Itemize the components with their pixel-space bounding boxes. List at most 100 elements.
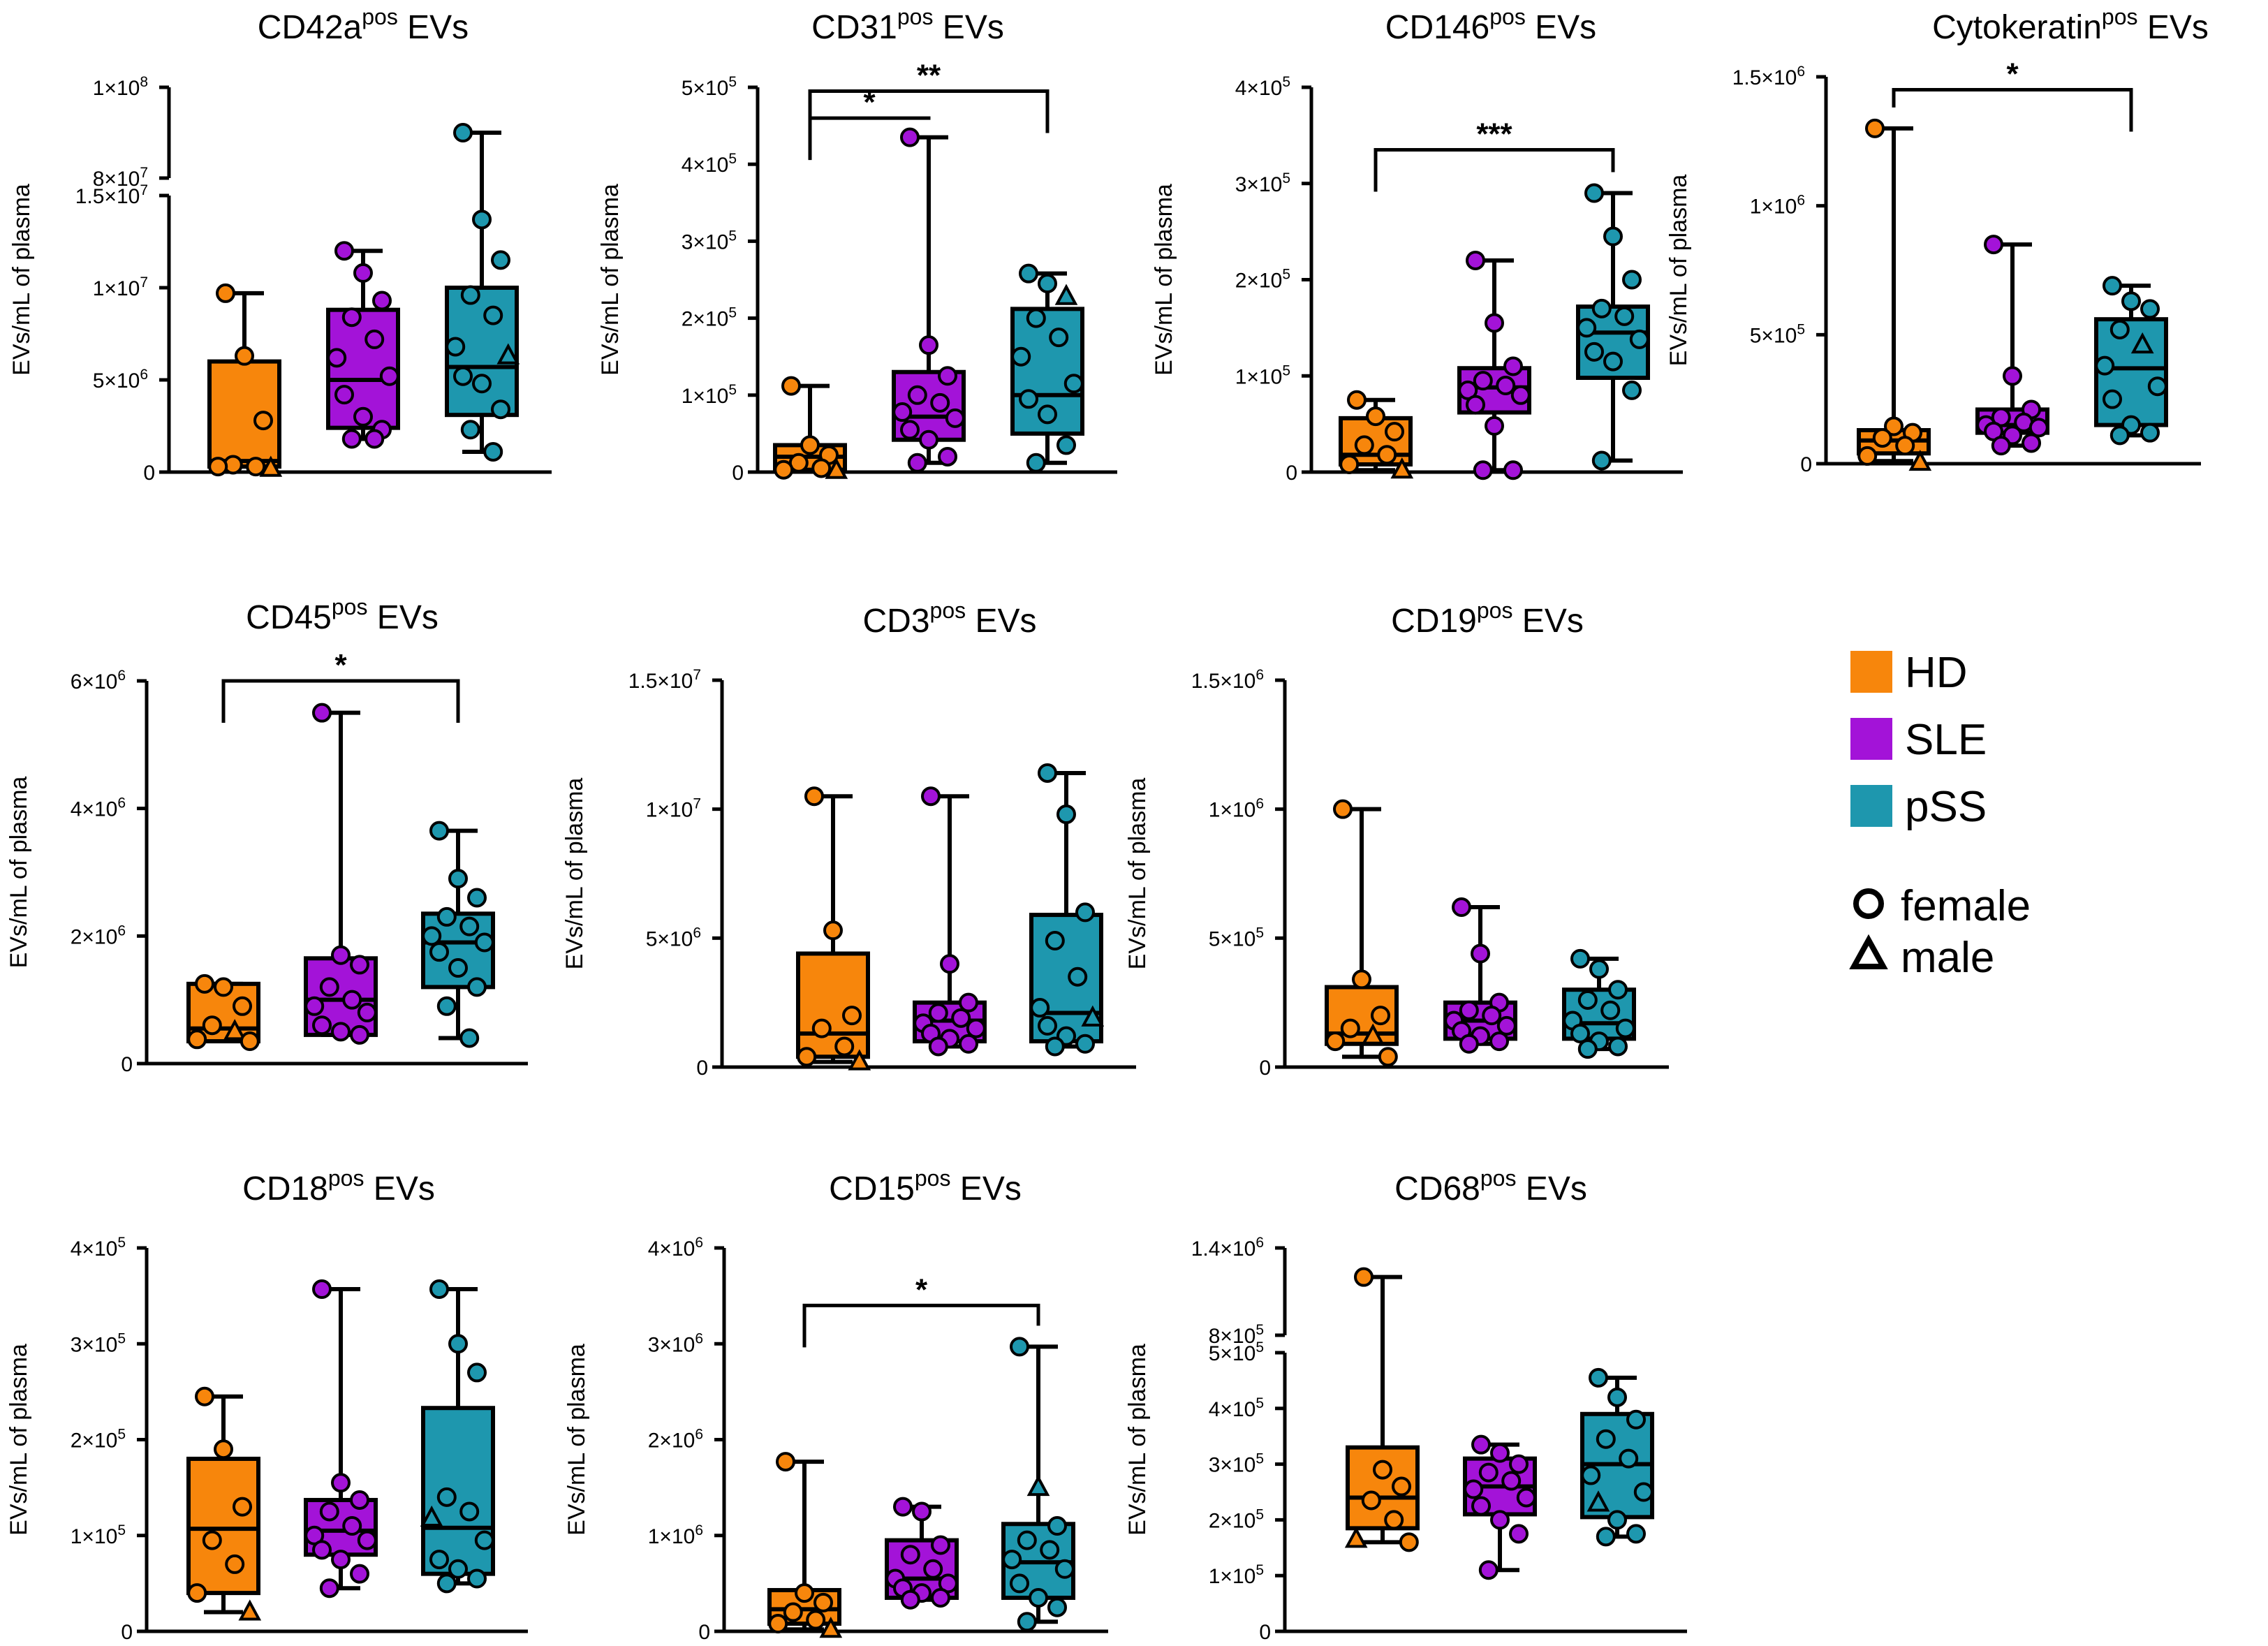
data-point-female (214, 977, 233, 997)
data-point-female (1570, 948, 1590, 969)
tick-base: 0 (1259, 1057, 1271, 1080)
y-tick-label: 2×105 (1209, 1506, 1264, 1532)
box-sle (304, 1279, 378, 1599)
data-point-female (1865, 118, 1885, 138)
data-point-female (1626, 1524, 1646, 1544)
data-point-female (2140, 422, 2160, 443)
data-point-female (491, 399, 510, 420)
data-point-female (1340, 1018, 1360, 1038)
data-point-female (1464, 1479, 1484, 1499)
data-point-female (1045, 931, 1065, 951)
data-point-female (1509, 1454, 1529, 1474)
data-point-female (1478, 1462, 1498, 1483)
title-main: CD68 (1394, 1170, 1480, 1207)
tick-base: 1×10 (71, 1525, 118, 1548)
data-point-female (842, 1006, 862, 1026)
tick-base: 8×10 (93, 168, 140, 191)
data-point-female (1466, 250, 1485, 270)
data-point-female (1485, 313, 1504, 333)
y-tick-label: 0 (732, 462, 744, 485)
data-point-female (372, 291, 392, 311)
data-point-female (422, 926, 442, 946)
data-point-female (923, 1559, 943, 1579)
tick-exp: 6 (117, 668, 126, 684)
data-point-male (1361, 1023, 1385, 1045)
tick-base: 1×10 (1209, 1565, 1256, 1588)
box-pss (1576, 183, 1650, 471)
panel-title: CD42apos EVs (258, 4, 469, 46)
data-point-female (1038, 1015, 1057, 1036)
box-sle (1975, 235, 2049, 456)
y-tick-label: 0 (121, 1053, 133, 1076)
box-pss (1029, 763, 1105, 1057)
panel-title: CD3pos EVs (863, 598, 1037, 640)
data-point-female (2022, 433, 2041, 453)
title-tail: EVs (367, 599, 438, 636)
data-point-female (2147, 376, 2167, 397)
data-point-female (776, 1452, 795, 1472)
data-point-female (1614, 306, 1635, 326)
data-point-female (312, 703, 332, 723)
data-point-female (1026, 308, 1046, 328)
data-point-female (467, 977, 487, 997)
panel-title: CD45pos EVs (246, 594, 439, 636)
y-tick-label: 4×105 (1235, 74, 1290, 100)
tick-exp: 5 (1282, 267, 1290, 283)
data-point-female (1361, 1490, 1381, 1511)
data-point-female (804, 786, 824, 807)
y-tick-label: 1×106 (1750, 193, 1805, 219)
data-point-male (848, 1049, 871, 1071)
data-point-female (1010, 1573, 1029, 1594)
data-point-female (195, 973, 214, 994)
title-tail: EVs (398, 9, 469, 46)
box-pss (421, 821, 495, 1048)
data-point-female (1607, 1510, 1627, 1530)
data-point-female (1466, 395, 1485, 415)
tick-exp: 5 (1256, 1451, 1264, 1467)
data-point-female (931, 1535, 950, 1555)
y-axis-label: EVs/mL of plasma (6, 777, 32, 969)
y-tick-label: 1×107 (93, 274, 148, 300)
box-sle (1463, 1434, 1537, 1580)
y-tick-label: 2×105 (682, 305, 737, 331)
data-point-female (1626, 1409, 1646, 1430)
data-point-male (420, 1505, 443, 1527)
tick-base: 5×10 (682, 77, 729, 100)
title-sup: pos (930, 598, 966, 623)
tick-exp: 5 (1282, 74, 1290, 90)
data-point-female (900, 1545, 920, 1565)
box-hd (1344, 1267, 1420, 1552)
tick-exp: 5 (117, 1235, 126, 1251)
data-point-female (1596, 1429, 1616, 1449)
data-point-female (436, 1573, 457, 1594)
box-hd (186, 973, 260, 1052)
chart-panel-cd42a: CD42apos EVs05×1061×1071.5×1078×1071×108… (8, 4, 552, 485)
box-sle (885, 1497, 959, 1610)
data-point-female (1984, 235, 2003, 255)
tick-exp: 5 (728, 382, 737, 398)
data-point-female (214, 1439, 233, 1460)
data-point-female (1570, 1023, 1590, 1043)
tick-exp: 6 (693, 925, 701, 941)
y-tick-label: 2×106 (71, 923, 126, 948)
title-main: CD15 (829, 1170, 915, 1207)
data-point-female (811, 1018, 832, 1038)
tick-exp: 5 (1256, 1395, 1264, 1411)
data-point-female (1503, 356, 1523, 376)
tick-base: 1×10 (1209, 799, 1256, 822)
tick-exp: 5 (1282, 362, 1290, 379)
box-pss (420, 1279, 495, 1594)
y-tick-label: 3×105 (682, 228, 737, 253)
data-point-female (1619, 1448, 1639, 1469)
data-point-female (900, 127, 920, 147)
tick-base: 6×10 (71, 670, 118, 693)
data-point-female (467, 1568, 487, 1589)
data-point-female (1339, 454, 1360, 474)
title-sup: pos (915, 1166, 951, 1191)
data-point-female (1577, 990, 1598, 1010)
title-main: CD18 (242, 1170, 328, 1207)
chart-panel-cytokeratin: Cytokeratinpos EVs05×1051×1061.5×106EVs/… (1665, 4, 2209, 476)
data-point-female (1471, 1434, 1491, 1455)
title-tail: EVs (950, 1170, 1021, 1207)
